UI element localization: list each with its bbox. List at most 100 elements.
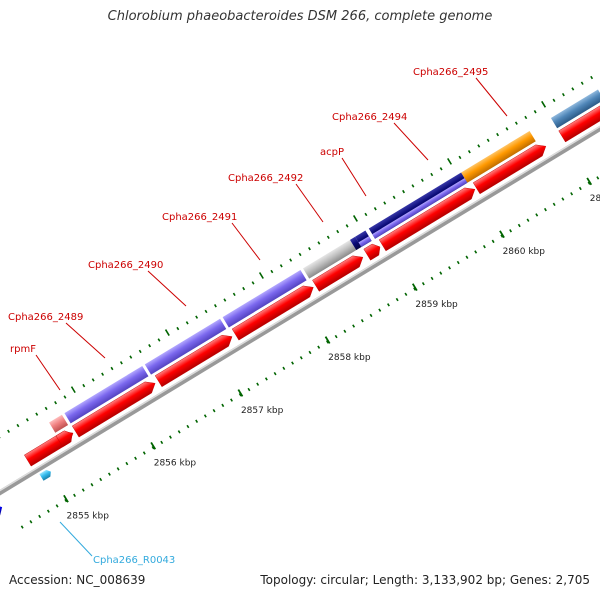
tick-inner [308, 350, 312, 355]
tick-outer [82, 383, 86, 388]
kbp-label: 2861 kbp [590, 194, 600, 204]
tick-inner [491, 239, 495, 244]
tick-inner [352, 324, 356, 328]
tick-outer [25, 418, 29, 422]
kbp-label: 2859 kbp [415, 300, 458, 310]
tick-outer [486, 138, 490, 142]
tick-inner [517, 223, 521, 228]
tick-outer [580, 81, 584, 85]
cds-rpmf [55, 430, 73, 448]
tick-inner [203, 414, 207, 418]
gene-cpha266-2489 [64, 365, 149, 424]
tick-outer [561, 92, 565, 97]
tick-outer [101, 372, 105, 376]
tick-outer [308, 246, 311, 251]
tick-outer [270, 269, 274, 274]
tick-outer [35, 412, 39, 416]
tick-outer [402, 189, 405, 194]
accession-text: Accession: NC_008639 [9, 573, 146, 587]
tick-major [324, 336, 331, 344]
tick-outer [383, 201, 387, 205]
feature-track [0, 75, 600, 529]
tick-outer [138, 349, 142, 354]
tick-outer [533, 110, 537, 114]
tick-inner [20, 525, 24, 529]
label-cpha266-2489: Cpha266_2489 [8, 312, 83, 323]
rna-blue-arrow [0, 505, 3, 525]
tick-inner [195, 419, 199, 423]
gene-cpha266-2490 [144, 318, 227, 375]
tick-inner [543, 207, 547, 212]
tick-outer [7, 429, 10, 433]
tick-outer [364, 212, 368, 217]
tick-inner [474, 250, 478, 254]
tick-outer [44, 406, 48, 411]
tick-inner [168, 435, 172, 439]
tick-outer [336, 229, 340, 234]
tick-inner [570, 192, 574, 196]
tick-outer [242, 286, 246, 291]
tick-outer [157, 338, 161, 342]
label-cpha266-2495: Cpha266_2495 [413, 67, 488, 78]
genome-backbone [0, 105, 600, 505]
tick-outer [298, 252, 302, 257]
tick-inner [151, 446, 155, 450]
tick-inner [73, 493, 76, 498]
tick-inner [325, 340, 329, 344]
tick-inner [465, 255, 469, 259]
label-cpha266-2492: Cpha266_2492 [228, 173, 303, 184]
tick-outer [164, 329, 170, 336]
leader-cpha266-2494 [393, 122, 429, 161]
topology-text: Topology: circular; Length: 3,133,902 bp… [260, 573, 590, 587]
leader-cpha266-2489 [65, 322, 106, 359]
tick-inner [404, 292, 408, 296]
tick-inner [421, 282, 425, 286]
tick-outer [571, 87, 575, 91]
tick-inner [378, 308, 382, 312]
tick-inner [46, 509, 50, 513]
tick-inner [552, 202, 556, 207]
cds-cpha266-2495 [472, 144, 547, 195]
tick-inner [500, 234, 504, 238]
tick-outer [223, 298, 227, 302]
tick-major [411, 283, 418, 292]
tick-outer [352, 215, 358, 222]
tick-outer [289, 258, 293, 262]
leader-acpp [341, 157, 367, 197]
label-cpha266-2491: Cpha266_2491 [162, 212, 237, 223]
tick-outer [439, 167, 443, 171]
tick-outer [129, 355, 133, 359]
tick-outer [176, 326, 180, 331]
label-rpmF: rpmF [10, 344, 36, 355]
tick-inner [596, 176, 600, 180]
gene-cpha266-2492 [302, 239, 357, 279]
tick-inner [64, 498, 68, 503]
leader-cpha266-2491 [231, 222, 261, 261]
tick-inner [343, 329, 347, 334]
tick-inner [107, 472, 111, 476]
tick-inner [221, 403, 225, 408]
leader-rpmF [35, 354, 61, 391]
cds-cpha266-2489 [71, 381, 156, 438]
tick-inner [38, 514, 42, 519]
tick-inner [160, 440, 164, 445]
tick-outer [447, 157, 453, 165]
tick-outer [91, 378, 95, 382]
tick-outer [514, 121, 518, 125]
tick-inner [125, 461, 129, 466]
tick-inner [395, 297, 399, 302]
tick-inner [55, 504, 59, 508]
tick-inner [317, 345, 321, 349]
tick-outer [63, 395, 67, 399]
gene-cpha266-2495 [461, 130, 536, 183]
gene-cpha266-2491 [222, 269, 307, 328]
tick-inner [81, 488, 85, 492]
tick-inner [186, 424, 190, 429]
tick-outer [119, 361, 123, 365]
label-cpha266-2494: Cpha266_2494 [332, 112, 407, 123]
tick-inner [439, 271, 443, 275]
tick-outer [552, 98, 556, 103]
tick-inner [291, 361, 295, 365]
tick-outer [317, 241, 321, 245]
